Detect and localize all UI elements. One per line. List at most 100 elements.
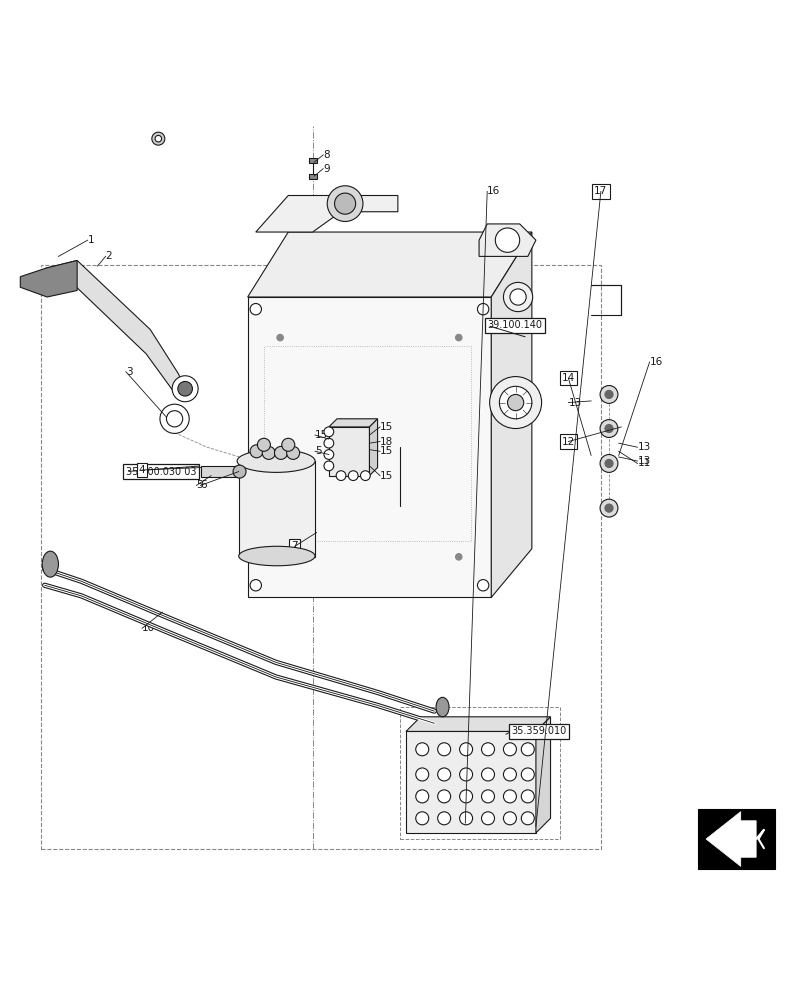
Text: 6: 6 — [200, 480, 207, 490]
Text: 4: 4 — [139, 465, 145, 475]
Circle shape — [437, 812, 450, 825]
Circle shape — [437, 768, 450, 781]
FancyBboxPatch shape — [309, 158, 316, 163]
Text: 7: 7 — [291, 541, 298, 551]
Circle shape — [250, 445, 263, 458]
Circle shape — [324, 438, 333, 448]
Circle shape — [233, 465, 246, 478]
Circle shape — [604, 390, 612, 398]
Text: 5: 5 — [315, 446, 321, 456]
Circle shape — [277, 554, 283, 560]
Circle shape — [481, 743, 494, 756]
Circle shape — [499, 386, 531, 419]
FancyBboxPatch shape — [697, 809, 775, 869]
Text: 18: 18 — [380, 437, 393, 447]
Circle shape — [437, 790, 450, 803]
Polygon shape — [20, 260, 77, 297]
Circle shape — [477, 580, 488, 591]
Circle shape — [521, 790, 534, 803]
Circle shape — [481, 812, 494, 825]
Circle shape — [327, 186, 363, 221]
Circle shape — [599, 420, 617, 437]
Circle shape — [459, 790, 472, 803]
Circle shape — [503, 790, 516, 803]
Text: 11: 11 — [637, 458, 650, 468]
Circle shape — [455, 334, 461, 341]
Circle shape — [257, 438, 270, 451]
Circle shape — [455, 554, 461, 560]
FancyBboxPatch shape — [309, 174, 316, 179]
Text: 15: 15 — [380, 446, 393, 456]
Circle shape — [521, 812, 534, 825]
Polygon shape — [255, 196, 397, 232]
Circle shape — [262, 446, 275, 459]
Circle shape — [415, 790, 428, 803]
Circle shape — [509, 289, 526, 305]
Circle shape — [178, 381, 192, 396]
Circle shape — [459, 768, 472, 781]
Text: 15: 15 — [380, 422, 393, 432]
Circle shape — [604, 459, 612, 468]
Polygon shape — [706, 812, 755, 866]
Circle shape — [459, 812, 472, 825]
Text: 13: 13 — [568, 398, 581, 408]
Text: 9: 9 — [323, 164, 329, 174]
Circle shape — [481, 768, 494, 781]
Polygon shape — [406, 717, 550, 731]
Circle shape — [277, 334, 283, 341]
Circle shape — [477, 303, 488, 315]
Polygon shape — [369, 419, 377, 476]
Circle shape — [415, 812, 428, 825]
Circle shape — [250, 303, 261, 315]
Text: 13: 13 — [637, 456, 650, 466]
Circle shape — [415, 768, 428, 781]
Text: 2: 2 — [105, 251, 112, 261]
Text: 1: 1 — [88, 235, 94, 245]
Ellipse shape — [237, 450, 315, 472]
Polygon shape — [478, 224, 535, 256]
Circle shape — [274, 446, 287, 459]
Text: 15: 15 — [380, 471, 393, 481]
Circle shape — [437, 743, 450, 756]
Ellipse shape — [436, 697, 448, 717]
Text: 10: 10 — [142, 623, 155, 633]
Polygon shape — [491, 232, 531, 597]
Ellipse shape — [238, 546, 315, 566]
Ellipse shape — [42, 551, 58, 577]
Text: 16: 16 — [649, 357, 662, 367]
FancyBboxPatch shape — [238, 461, 315, 557]
Circle shape — [604, 504, 612, 512]
Circle shape — [155, 135, 161, 142]
Circle shape — [324, 450, 333, 459]
Text: 13: 13 — [637, 442, 650, 452]
Polygon shape — [406, 731, 535, 833]
Text: 35.359.010: 35.359.010 — [511, 726, 566, 736]
FancyBboxPatch shape — [201, 466, 240, 477]
Circle shape — [415, 743, 428, 756]
Circle shape — [160, 404, 189, 433]
Text: 17: 17 — [594, 186, 607, 196]
Circle shape — [521, 768, 534, 781]
Polygon shape — [535, 717, 550, 833]
Circle shape — [503, 812, 516, 825]
Text: 8: 8 — [323, 150, 329, 160]
Circle shape — [495, 228, 519, 252]
Text: 14: 14 — [561, 373, 574, 383]
Polygon shape — [328, 427, 369, 476]
Circle shape — [172, 376, 198, 402]
Text: 16: 16 — [487, 186, 500, 196]
Circle shape — [481, 790, 494, 803]
Text: 3: 3 — [126, 367, 132, 377]
Circle shape — [503, 743, 516, 756]
Circle shape — [281, 438, 294, 451]
Circle shape — [336, 471, 345, 481]
Circle shape — [250, 580, 261, 591]
Polygon shape — [45, 260, 185, 398]
Polygon shape — [247, 232, 531, 297]
Polygon shape — [247, 297, 491, 597]
Circle shape — [503, 768, 516, 781]
Text: 5: 5 — [196, 480, 203, 490]
Text: 39.100.140: 39.100.140 — [487, 320, 542, 330]
Circle shape — [507, 394, 523, 411]
Circle shape — [324, 427, 333, 437]
